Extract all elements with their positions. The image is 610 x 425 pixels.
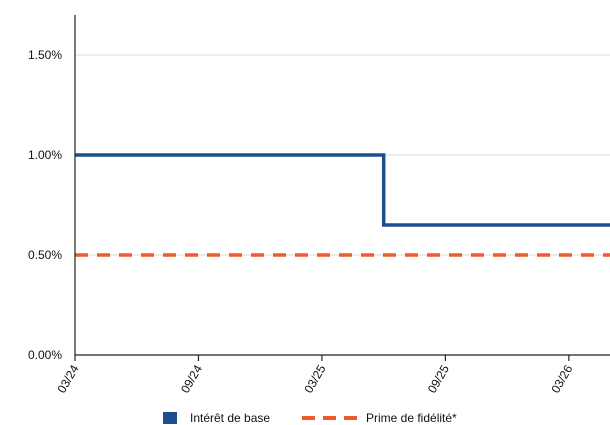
x-axis-tick-labels: 03/24 09/24 03/25 09/25 03/26	[54, 362, 575, 395]
x-tick-label: 09/25	[425, 362, 452, 395]
x-tick-label: 03/24	[54, 362, 81, 395]
y-tick-label: 0.50%	[28, 248, 62, 262]
legend: Intérêt de base Prime de fidélité*	[163, 411, 457, 425]
legend-swatch-base-interest	[163, 412, 177, 424]
y-tick-label: 1.00%	[28, 148, 62, 162]
legend-label-base-interest: Intérêt de base	[190, 411, 270, 425]
y-axis-tick-labels: 0.00% 0.50% 1.00% 1.50%	[28, 48, 62, 362]
gridlines	[75, 54, 610, 356]
x-tick-label: 09/24	[178, 362, 205, 395]
series-line-0	[75, 153, 610, 227]
x-axis-ticks	[74, 355, 570, 361]
legend-label-loyalty-bonus: Prime de fidélité*	[366, 411, 457, 425]
x-tick-label: 03/25	[301, 362, 328, 395]
y-tick-label: 1.50%	[28, 48, 62, 62]
x-tick-label: 03/26	[548, 362, 575, 395]
series-lines	[75, 153, 610, 257]
y-tick-label: 0.00%	[28, 348, 62, 362]
